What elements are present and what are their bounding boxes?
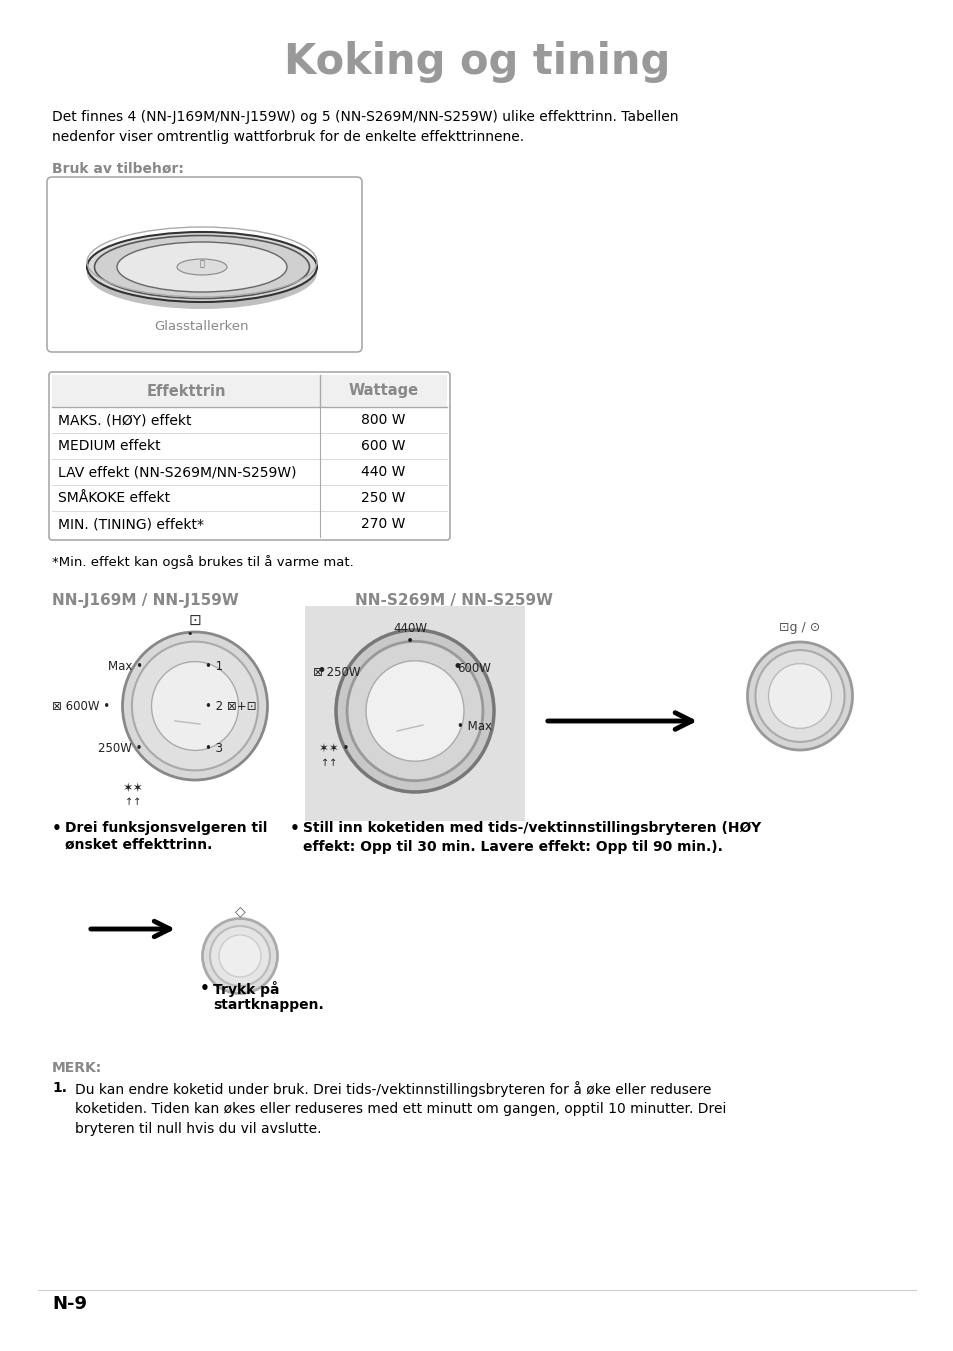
Text: ønsket effekttrinn.: ønsket effekttrinn. [65,838,213,852]
Text: ⊠ 250W: ⊠ 250W [313,666,360,680]
Text: Trykk på: Trykk på [213,981,279,997]
Ellipse shape [152,662,238,750]
Text: • 1: • 1 [205,659,223,673]
Ellipse shape [335,630,494,792]
Bar [52,376,447,407]
Ellipse shape [747,642,852,750]
Ellipse shape [117,242,287,292]
Text: Wattage: Wattage [348,384,418,399]
Text: MERK:: MERK: [52,1061,102,1075]
Bar [305,607,524,821]
Text: NN-S269M / NN-S259W: NN-S269M / NN-S259W [355,593,553,608]
Text: SMÅKOKE effekt: SMÅKOKE effekt [58,490,170,505]
Text: ↑↑: ↑↑ [320,758,337,767]
Text: •: • [290,821,299,836]
Text: 1.: 1. [52,1081,67,1096]
FancyBboxPatch shape [49,372,450,540]
Text: •: • [453,658,462,676]
Text: Bruk av tilbehør:: Bruk av tilbehør: [52,162,184,176]
Text: NN-J169M / NN-J159W: NN-J169M / NN-J159W [52,593,238,608]
Text: 600 W: 600 W [361,439,405,453]
Text: Du kan endre koketid under bruk. Drei tids-/vektinnstillingsbryteren for å øke e: Du kan endre koketid under bruk. Drei ti… [75,1081,725,1136]
Ellipse shape [87,236,316,309]
Text: Det finnes 4 (NN-J169M/NN-J159W) og 5 (NN-S269M/NN-S259W) ulike effekttrinn. Tab: Det finnes 4 (NN-J169M/NN-J159W) og 5 (N… [52,109,678,143]
Text: startknappen.: startknappen. [213,998,323,1012]
Text: • 2 ⊠+⊡: • 2 ⊠+⊡ [205,700,256,712]
Text: ⊡g / ⊙: ⊡g / ⊙ [779,621,820,635]
Text: MEDIUM effekt: MEDIUM effekt [58,439,160,453]
Ellipse shape [755,650,843,742]
Text: 800 W: 800 W [361,413,405,427]
Ellipse shape [366,661,463,761]
Text: ✶✶ •: ✶✶ • [318,743,349,755]
Text: Still inn koketiden med tids-/vektinnstillingsbryteren (HØY
effekt: Opp til 30 m: Still inn koketiden med tids-/vektinnsti… [303,821,760,854]
Ellipse shape [87,232,316,303]
Text: 250W •: 250W • [98,742,143,754]
Ellipse shape [177,259,227,276]
Ellipse shape [132,642,258,770]
Text: Glasstallerken: Glasstallerken [154,320,249,334]
Ellipse shape [768,663,831,728]
Text: ⊠ 600W •: ⊠ 600W • [51,700,110,712]
Text: *Min. effekt kan også brukes til å varme mat.: *Min. effekt kan også brukes til å varme… [52,555,354,569]
Text: 440 W: 440 W [361,465,405,480]
Text: 250 W: 250 W [361,490,405,505]
Ellipse shape [122,632,267,780]
Text: 270 W: 270 W [361,517,405,531]
Ellipse shape [210,925,270,986]
Ellipse shape [202,919,277,993]
Ellipse shape [347,642,482,781]
Text: ✶✶: ✶✶ [122,781,143,794]
Text: •: • [405,634,414,648]
Text: •: • [52,821,62,836]
Text: ◇: ◇ [234,904,245,917]
Text: Koking og tining: Koking og tining [283,41,670,82]
FancyBboxPatch shape [47,177,361,353]
Text: •: • [187,630,193,639]
Text: • 3: • 3 [205,742,223,754]
Ellipse shape [219,935,261,977]
Text: ⊡: ⊡ [189,612,201,627]
Text: Max •: Max • [108,659,143,673]
Text: MAKS. (HØY) effekt: MAKS. (HØY) effekt [58,413,192,427]
Text: MIN. (TINING) effekt*: MIN. (TINING) effekt* [58,517,204,531]
Text: •: • [200,981,210,996]
Text: 440W: 440W [393,623,427,635]
Text: 600W: 600W [456,662,491,676]
Text: ↑↑: ↑↑ [125,797,141,807]
Text: •: • [316,662,327,680]
Text: Effekttrin: Effekttrin [146,384,226,399]
Text: ⚹: ⚹ [199,259,204,269]
Text: • Max: • Max [456,720,492,732]
Text: N-9: N-9 [52,1296,87,1313]
Text: Drei funksjonsvelgeren til: Drei funksjonsvelgeren til [65,821,267,835]
Text: LAV effekt (NN-S269M/NN-S259W): LAV effekt (NN-S269M/NN-S259W) [58,465,296,480]
Ellipse shape [94,235,309,299]
